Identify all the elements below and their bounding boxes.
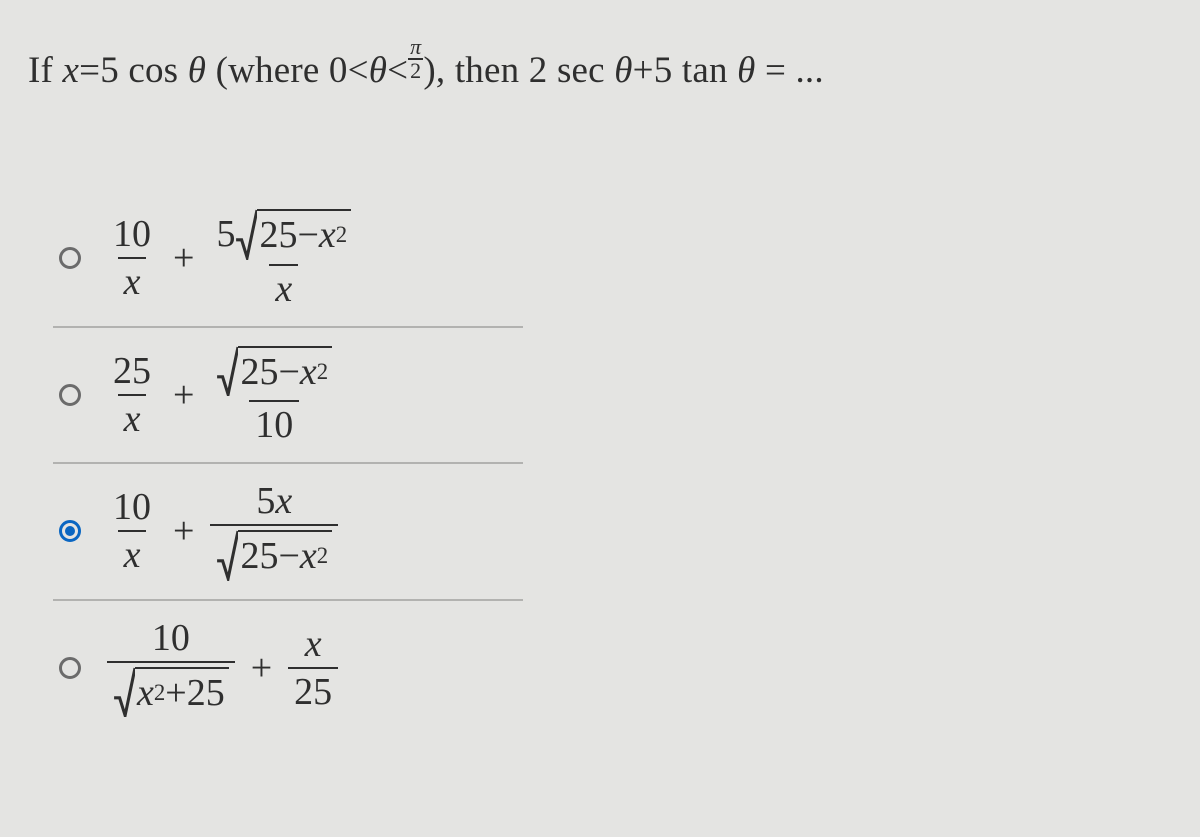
frac-10-over-x-c: 10 x <box>107 488 157 574</box>
sqrt-icon: 25 − x2 <box>216 530 332 581</box>
plus-icon: + <box>167 509 200 553</box>
plus-icon: + <box>167 373 200 417</box>
lt2: < <box>387 50 408 91</box>
sqrt-icon: x2 + 25 <box>113 667 229 718</box>
arg-theta2: θ <box>737 50 755 91</box>
frac-5sqrt-over-x: 5 25 − x2 x <box>210 209 357 308</box>
option-d-math: 10 x2 + 25 + x 25 <box>107 619 338 718</box>
plus-icon: + <box>167 236 200 280</box>
arg-theta1: θ <box>614 50 632 91</box>
sqrt-icon: 25 − x2 <box>235 209 351 260</box>
frac-10-over-x: 10 x <box>107 215 157 301</box>
option-c[interactable]: 10 x + 5x 25 − x2 <box>53 464 523 601</box>
radio-d[interactable] <box>59 657 81 679</box>
paren-close: ), <box>423 50 445 91</box>
coeff-2: 2 <box>529 50 548 91</box>
range-0: 0 <box>329 50 348 91</box>
range-theta: θ <box>369 50 387 91</box>
plus-icon: + <box>245 646 278 690</box>
ellipsis: ... <box>795 50 823 91</box>
option-b[interactable]: 25 x + 25 − x2 10 <box>53 328 523 465</box>
frac-x-over-25: x 25 <box>288 625 338 711</box>
radio-b[interactable] <box>59 384 81 406</box>
options-list: 10 x + 5 25 − x2 x <box>53 191 523 735</box>
option-d[interactable]: 10 x2 + 25 + x 25 <box>53 601 523 736</box>
option-a[interactable]: 10 x + 5 25 − x2 x <box>53 191 523 328</box>
text-then: then <box>455 50 529 91</box>
radio-c[interactable] <box>59 520 81 542</box>
eq-sign: = <box>79 50 100 91</box>
frac-10-over-sqrt: 10 x2 + 25 <box>107 619 235 718</box>
pi-over-2: π2 <box>408 36 423 82</box>
equals: = <box>765 50 796 91</box>
question-stem: If x=5 cos θ (where 0<θ<π2), then 2 sec … <box>28 38 1172 96</box>
func-tan: tan <box>682 50 728 91</box>
var-theta: θ <box>188 50 206 91</box>
var-x: x <box>63 50 80 91</box>
text-if: If <box>28 50 63 91</box>
option-c-math: 10 x + 5x 25 − x2 <box>107 482 338 581</box>
paren-where: (where <box>216 50 329 91</box>
frac-sqrt-over-10: 25 − x2 10 <box>210 346 338 445</box>
plus: + <box>633 50 654 91</box>
coeff-5: 5 <box>100 50 119 91</box>
lt1: < <box>348 50 369 91</box>
sqrt-icon: 25 − x2 <box>216 346 332 397</box>
option-a-math: 10 x + 5 25 − x2 x <box>107 209 357 308</box>
frac-5x-over-sqrt: 5x 25 − x2 <box>210 482 338 581</box>
coeff-5b: 5 <box>654 50 673 91</box>
radio-a[interactable] <box>59 247 81 269</box>
func-sec: sec <box>557 50 605 91</box>
option-b-math: 25 x + 25 − x2 10 <box>107 346 338 445</box>
func-cos: cos <box>128 50 178 91</box>
frac-25-over-x: 25 x <box>107 352 157 438</box>
